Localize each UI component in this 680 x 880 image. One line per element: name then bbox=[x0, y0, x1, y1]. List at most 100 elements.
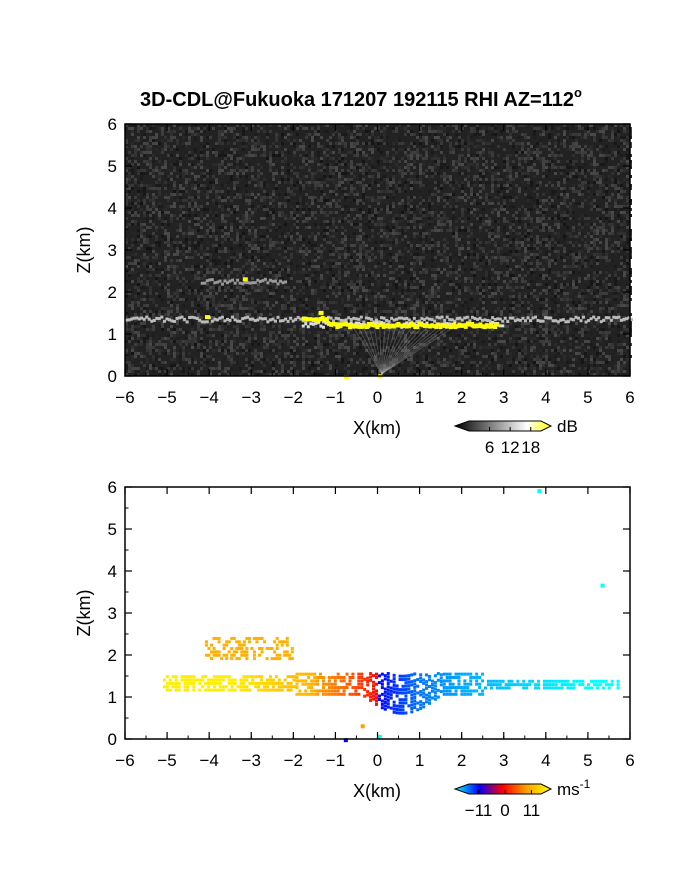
noise-cell bbox=[335, 301, 338, 304]
noise-cell bbox=[131, 211, 134, 214]
noise-cell bbox=[170, 181, 173, 184]
noise-cell bbox=[431, 316, 434, 319]
noise-cell bbox=[266, 196, 269, 199]
noise-cell bbox=[371, 145, 374, 148]
noise-cell bbox=[290, 133, 293, 136]
noise-cell bbox=[128, 304, 131, 307]
noise-cell bbox=[380, 130, 383, 133]
noise-cell bbox=[251, 202, 254, 205]
noise-cell bbox=[407, 208, 410, 211]
noise-cell bbox=[284, 334, 287, 337]
noise-cell bbox=[368, 220, 371, 223]
noise-cell bbox=[251, 127, 254, 130]
noise-cell bbox=[242, 322, 245, 325]
noise-cell bbox=[281, 295, 284, 298]
noise-cell bbox=[233, 349, 236, 352]
noise-cell bbox=[224, 358, 227, 361]
noise-cell bbox=[131, 298, 134, 301]
noise-cell bbox=[389, 238, 392, 241]
noise-cell bbox=[368, 205, 371, 208]
noise-cell bbox=[242, 223, 245, 226]
noise-cell bbox=[197, 295, 200, 298]
noise-cell bbox=[374, 298, 377, 301]
noise-cell bbox=[305, 202, 308, 205]
noise-cell bbox=[419, 244, 422, 247]
noise-cell bbox=[239, 355, 242, 358]
noise-cell bbox=[245, 310, 248, 313]
noise-cell bbox=[296, 181, 299, 184]
plot-area-backscatter bbox=[125, 124, 633, 380]
noise-cell bbox=[182, 217, 185, 220]
noise-cell bbox=[155, 355, 158, 358]
noise-cell bbox=[320, 358, 323, 361]
noise-cell bbox=[431, 250, 434, 253]
noise-cell bbox=[158, 253, 161, 256]
noise-cell bbox=[347, 262, 350, 265]
noise-cell bbox=[143, 286, 146, 289]
noise-cell bbox=[227, 349, 230, 352]
noise-cell bbox=[305, 220, 308, 223]
noise-cell bbox=[296, 286, 299, 289]
noise-cell bbox=[386, 334, 389, 337]
noise-cell bbox=[227, 226, 230, 229]
noise-cell bbox=[383, 295, 386, 298]
noise-cell bbox=[242, 235, 245, 238]
noise-cell bbox=[212, 289, 215, 292]
noise-cell bbox=[245, 202, 248, 205]
noise-cell bbox=[413, 172, 416, 175]
noise-cell bbox=[377, 202, 380, 205]
noise-cell bbox=[413, 370, 416, 373]
noise-cell bbox=[392, 175, 395, 178]
noise-cell bbox=[335, 187, 338, 190]
noise-cell bbox=[152, 268, 155, 271]
noise-cell bbox=[131, 310, 134, 313]
noise-cell bbox=[209, 136, 212, 139]
noise-cell bbox=[416, 259, 419, 262]
noise-cell bbox=[194, 124, 197, 127]
noise-cell bbox=[446, 136, 449, 139]
noise-cell bbox=[302, 175, 305, 178]
noise-cell bbox=[257, 289, 260, 292]
noise-cell bbox=[287, 304, 290, 307]
noise-cell bbox=[128, 340, 131, 343]
noise-cell bbox=[152, 133, 155, 136]
noise-cell bbox=[302, 124, 305, 127]
noise-cell bbox=[203, 247, 206, 250]
noise-cell bbox=[131, 172, 134, 175]
noise-cell bbox=[260, 232, 263, 235]
noise-cell bbox=[392, 142, 395, 145]
noise-cell bbox=[344, 199, 347, 202]
noise-cell bbox=[323, 220, 326, 223]
noise-cell bbox=[203, 127, 206, 130]
noise-cell bbox=[215, 142, 218, 145]
noise-cell bbox=[227, 295, 230, 298]
noise-cell bbox=[167, 265, 170, 268]
noise-cell bbox=[320, 190, 323, 193]
noise-cell bbox=[212, 184, 215, 187]
noise-cell bbox=[392, 313, 395, 316]
noise-cell bbox=[281, 172, 284, 175]
noise-cell bbox=[242, 136, 245, 139]
noise-cell bbox=[440, 211, 443, 214]
noise-cell bbox=[209, 265, 212, 268]
noise-cell bbox=[158, 130, 161, 133]
noise-cell bbox=[197, 322, 200, 325]
noise-cell bbox=[377, 343, 380, 346]
noise-cell bbox=[218, 256, 221, 259]
noise-cell bbox=[164, 202, 167, 205]
noise-cell bbox=[425, 364, 428, 367]
noise-cell bbox=[248, 268, 251, 271]
noise-cell bbox=[383, 157, 386, 160]
noise-cell bbox=[278, 253, 281, 256]
noise-cell bbox=[359, 313, 362, 316]
noise-cell bbox=[317, 256, 320, 259]
noise-cell bbox=[311, 151, 314, 154]
noise-cell bbox=[290, 151, 293, 154]
noise-cell bbox=[254, 331, 257, 334]
noise-cell bbox=[404, 247, 407, 250]
noise-cell bbox=[338, 373, 341, 376]
noise-cell bbox=[278, 238, 281, 241]
noise-cell bbox=[305, 259, 308, 262]
noise-cell bbox=[440, 313, 443, 316]
noise-cell bbox=[428, 304, 431, 307]
